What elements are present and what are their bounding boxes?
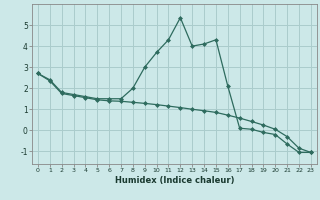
X-axis label: Humidex (Indice chaleur): Humidex (Indice chaleur): [115, 176, 234, 185]
